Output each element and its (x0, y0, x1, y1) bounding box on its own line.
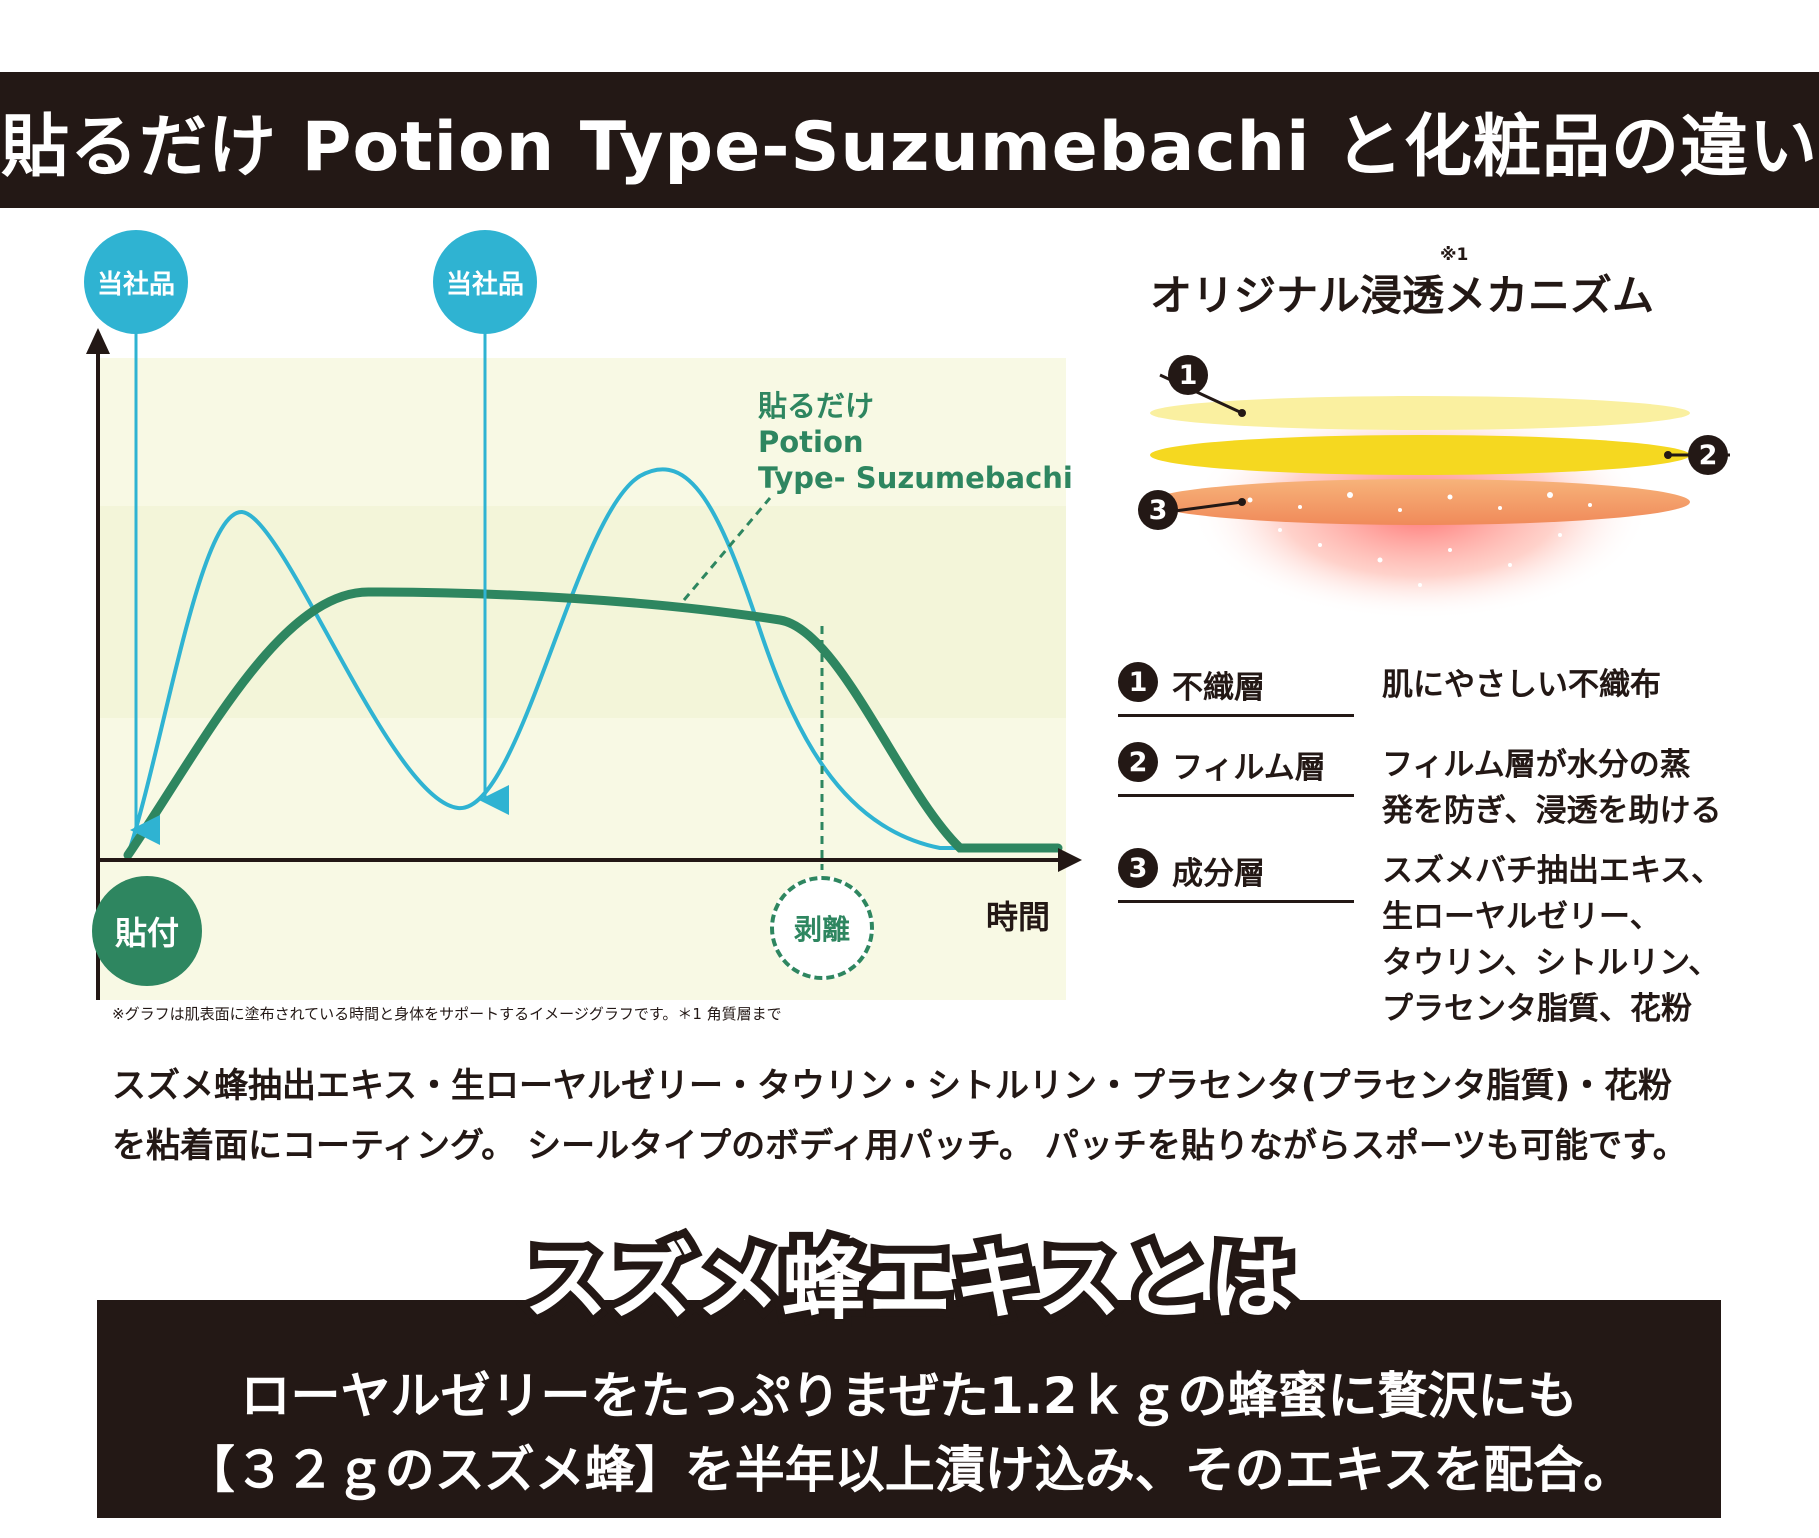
cosmetic-curve (126, 467, 1058, 856)
layer-underline (1118, 714, 1354, 717)
layer-name: フィルム層 (1172, 750, 1326, 786)
layer-description-line: タウリン、シトルリン、 (1382, 945, 1720, 981)
layer-description: スズメバチ抽出エキス、 生ローヤルゼリー、 タウリン、シトルリン、 プラセンタ脂… (1382, 848, 1722, 1032)
extract-heading-wrap: スズメ蜂エキスとは (0, 1215, 1819, 1339)
layer-description-line: フィルム層が水分の蒸 (1382, 747, 1691, 783)
y-axis-arrow (86, 328, 110, 354)
graph-band-top (98, 358, 1066, 506)
x-axis-arrow (1058, 848, 1082, 872)
layer-description-line: スズメバチ抽出エキス、 (1382, 853, 1723, 889)
peel-badge: 剥離 (770, 876, 874, 980)
layer-3-ingredient (1150, 479, 1690, 525)
layer-description-line: 肌にやさしい不織布 (1382, 667, 1661, 703)
graph-footnote: ※グラフは肌表面に塗布されている時間と身体をサポートするイメージグラフです。＊1… (112, 1005, 782, 1023)
layer-description-line: 発を防ぎ、浸透を助ける (1382, 793, 1722, 829)
layer-1-marker: 1 (1168, 355, 1208, 395)
layer-name: 成分層 (1172, 856, 1265, 892)
legend-number: 3 (1118, 848, 1158, 888)
layer-underline (1118, 794, 1354, 797)
extract-line-2: 【３２ｇのスズメ蜂】を半年以上漬け込み、そのエキスを配合。 (184, 1441, 1634, 1499)
ours-badge-1: 当社品 (84, 230, 188, 334)
apply-badge: 貼付 (92, 876, 202, 986)
legend-number: 2 (1118, 742, 1158, 782)
graph-band-mid (98, 506, 1066, 718)
series-label-line: Type- Suzumebachi (758, 461, 1073, 495)
layer-description-line: プラセンタ脂質、花粉 (1382, 991, 1692, 1027)
series-label-line: Potion (758, 425, 864, 459)
mechanism-title: オリジナル浸透メカニズム (1150, 271, 1655, 320)
legend-number: 1 (1118, 662, 1158, 702)
layer-3-marker: 3 (1138, 490, 1178, 530)
layer-description-line: 生ローヤルゼリー、 (1382, 899, 1661, 935)
layer-description: 肌にやさしい不織布 (1382, 662, 1661, 708)
mechanism-note: ※1 (1440, 245, 1469, 265)
layer-underline (1118, 900, 1354, 903)
layer-2-marker: 2 (1688, 435, 1728, 475)
layer-1-nonwoven (1150, 396, 1690, 430)
series-label: 貼るだけ Potion Type- Suzumebachi (758, 388, 1073, 496)
layer-description: フィルム層が水分の蒸 発を防ぎ、浸透を助ける (1382, 742, 1721, 834)
sparkles (1247, 492, 1592, 587)
layer-2-film (1150, 435, 1690, 475)
extract-line-1: ローヤルゼリーをたっぷりまぜた1.2ｋｇの蜂蜜に贅沢にも (240, 1367, 1578, 1425)
layer-illustration (1150, 373, 1730, 620)
comparison-graph (86, 285, 1082, 1000)
layer-name: 不織層 (1172, 670, 1265, 706)
title-banner: 貼るだけ Potion Type-Suzumebachi と化粧品の違い (0, 72, 1819, 208)
ours-badge-2: 当社品 (433, 230, 537, 334)
extract-heading: スズメ蜂エキスとは (516, 1225, 1301, 1339)
series-label-line: 貼るだけ (758, 389, 875, 423)
patch-curve (123, 587, 1063, 860)
x-axis-label: 時間 (986, 898, 1051, 936)
extract-box: ローヤルゼリーをたっぷりまぜた1.2ｋｇの蜂蜜に贅沢にも 【３２ｇのスズメ蜂】を… (97, 1300, 1721, 1518)
page-title: 貼るだけ Potion Type-Suzumebachi と化粧品の違い (0, 107, 1819, 187)
description-line-1: スズメ蜂抽出エキス・生ローヤルゼリー・タウリン・シトルリン・プラセンタ(プラセン… (112, 1066, 1673, 1106)
description-line-2: を粘着面にコーティング。 シールタイプのボディ用パッチ。 パッチを貼りながらスポ… (112, 1126, 1687, 1166)
